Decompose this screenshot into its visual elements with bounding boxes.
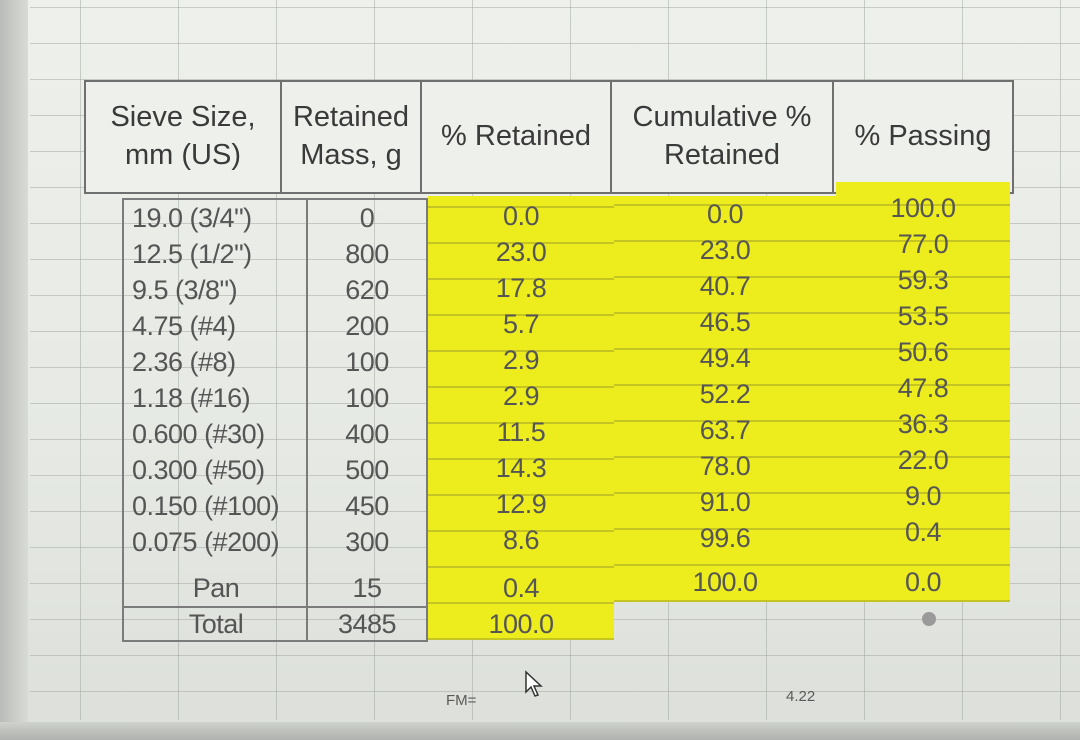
- mass-cell[interactable]: 800: [345, 239, 389, 269]
- mass-cell[interactable]: 400: [345, 419, 389, 449]
- header-sieve-size[interactable]: Sieve Size, mm (US): [86, 80, 282, 192]
- sieve-cell[interactable]: 1.18 (#16): [132, 383, 251, 413]
- pct-retained-cell[interactable]: 17.8: [495, 273, 547, 303]
- mass-cell[interactable]: 15: [352, 573, 382, 603]
- pct-passing-cell[interactable]: 36.3: [897, 409, 949, 439]
- cum-retained-cell[interactable]: 52.2: [699, 379, 751, 409]
- pct-retained-cell[interactable]: 5.7: [502, 309, 540, 339]
- header-pct-retained[interactable]: % Retained: [422, 80, 612, 192]
- pct-passing-cell[interactable]: 59.3: [897, 265, 949, 295]
- sieve-cell[interactable]: 19.0 (3/4"): [132, 203, 252, 233]
- pct-retained-highlight: [428, 196, 614, 640]
- sieve-cell[interactable]: 0.600 (#30): [132, 419, 265, 449]
- total-row-box: [122, 606, 428, 642]
- header-pct-passing-label: % Passing: [854, 120, 992, 152]
- pct-retained-cell[interactable]: 11.5: [496, 417, 546, 447]
- table-header: [84, 80, 1014, 194]
- pct-retained-cell[interactable]: 12.9: [495, 489, 547, 519]
- header-retained-mass[interactable]: Retained Mass, g: [282, 80, 422, 192]
- cum-retained-cell[interactable]: 63.7: [699, 415, 751, 445]
- pct-retained-cell[interactable]: 0.4: [502, 573, 540, 603]
- sieve-cell[interactable]: 0.300 (#50): [132, 455, 265, 485]
- sieve-cell-pan[interactable]: Pan: [192, 573, 240, 603]
- cum-retained-cell[interactable]: 23.0: [699, 235, 751, 265]
- sieve-cell[interactable]: 12.5 (1/2"): [132, 239, 252, 269]
- pct-retained-cell[interactable]: 2.9: [502, 381, 540, 411]
- header-cum-line2: Retained: [663, 139, 781, 171]
- pct-passing-cell[interactable]: 77.0: [897, 229, 949, 259]
- cum-retained-cell[interactable]: 99.6: [699, 523, 751, 553]
- cum-retained-cell[interactable]: 0.0: [706, 199, 744, 229]
- sieve-cell[interactable]: 0.075 (#200): [132, 527, 280, 557]
- header-sieve-line2: mm (US): [125, 139, 241, 171]
- header-pct-passing[interactable]: % Passing: [834, 80, 1012, 192]
- monitor-bezel: [0, 0, 28, 740]
- selection-dot: [922, 612, 936, 626]
- sieve-cell[interactable]: 0.150 (#100): [132, 491, 280, 521]
- mass-cell[interactable]: 450: [345, 491, 389, 521]
- cum-retained-cell[interactable]: 78.0: [699, 451, 751, 481]
- pct-passing-cell[interactable]: 22.0: [897, 445, 949, 475]
- cum-retained-cell[interactable]: 49.4: [699, 343, 751, 373]
- monitor-bezel-bottom: [0, 722, 1080, 740]
- pct-passing-cell[interactable]: 9.0: [904, 481, 942, 511]
- fm-value[interactable]: 4.22: [786, 688, 816, 705]
- cum-retained-cell[interactable]: 46.5: [699, 307, 751, 337]
- fm-label[interactable]: FM=: [446, 692, 477, 709]
- mouse-cursor-icon: [525, 670, 543, 697]
- header-cum-line1: Cumulative %: [632, 101, 812, 133]
- mass-cell[interactable]: 300: [345, 527, 389, 557]
- mass-cell[interactable]: 0: [359, 203, 375, 233]
- mass-cell[interactable]: 500: [345, 455, 389, 485]
- header-cum-retained[interactable]: Cumulative % Retained: [612, 80, 834, 192]
- header-pct-retained-label: % Retained: [441, 120, 591, 152]
- pct-retained-cell[interactable]: 0.0: [502, 201, 540, 231]
- header-sieve-line1: Sieve Size,: [110, 101, 256, 133]
- mass-cell-total[interactable]: 3485: [337, 609, 397, 639]
- pct-passing-cell[interactable]: 0.4: [904, 517, 942, 547]
- sieve-cell[interactable]: 2.36 (#8): [132, 347, 236, 377]
- mass-cell[interactable]: 100: [345, 383, 389, 413]
- cum-retained-cell[interactable]: 40.7: [699, 271, 751, 301]
- sieve-cell[interactable]: 4.75 (#4): [132, 311, 236, 341]
- pct-passing-cell[interactable]: 53.5: [897, 301, 949, 331]
- pct-passing-cell[interactable]: 100.0: [890, 193, 956, 223]
- pct-retained-cell-total[interactable]: 100.0: [488, 609, 554, 639]
- pct-passing-cell[interactable]: 0.0: [904, 567, 942, 597]
- cum-retained-cell[interactable]: 100.0: [692, 567, 758, 597]
- mass-cell[interactable]: 620: [345, 275, 389, 305]
- sieve-cell[interactable]: 9.5 (3/8"): [132, 275, 238, 305]
- mass-cell[interactable]: 100: [345, 347, 389, 377]
- pct-retained-cell[interactable]: 8.6: [502, 525, 540, 555]
- pct-passing-cell[interactable]: 47.8: [897, 373, 949, 403]
- header-mass-line2: Mass, g: [300, 139, 402, 171]
- cum-retained-highlight: [614, 196, 836, 602]
- pct-retained-cell[interactable]: 14.3: [495, 453, 547, 483]
- cum-retained-cell[interactable]: 91.0: [699, 487, 751, 517]
- pct-passing-cell[interactable]: 50.6: [897, 337, 949, 367]
- pct-retained-cell[interactable]: 23.0: [495, 237, 547, 267]
- pct-passing-highlight: [836, 182, 1010, 602]
- pct-retained-cell[interactable]: 2.9: [502, 345, 540, 375]
- header-mass-line1: Retained: [292, 101, 410, 133]
- mass-cell[interactable]: 200: [345, 311, 389, 341]
- sieve-cell-total[interactable]: Total: [188, 609, 244, 639]
